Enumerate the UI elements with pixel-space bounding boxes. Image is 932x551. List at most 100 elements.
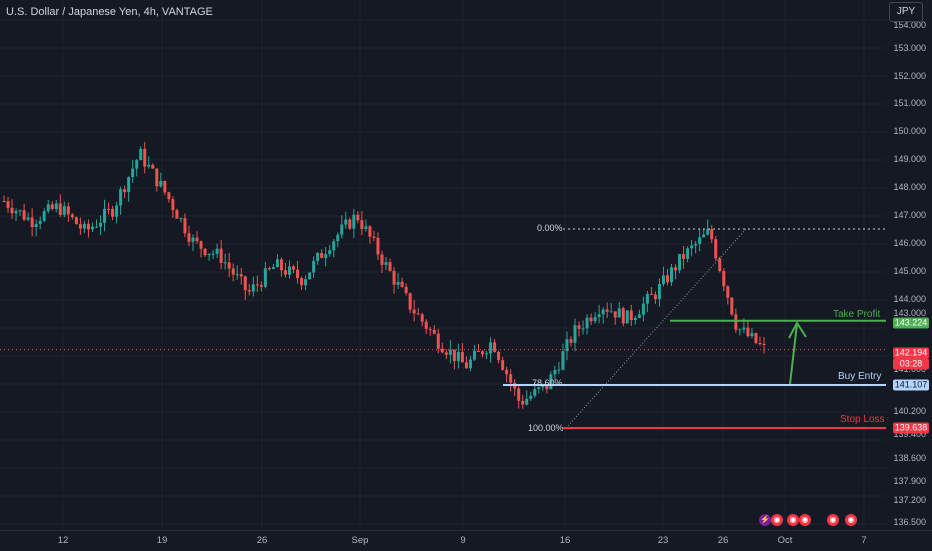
- currency-button[interactable]: JPY: [889, 2, 923, 22]
- candle-body: [2, 201, 6, 202]
- candle-body: [392, 270, 396, 285]
- candle-body: [247, 290, 251, 292]
- candle-body: [625, 310, 629, 324]
- candle-body: [460, 352, 464, 363]
- candle-body: [509, 374, 513, 383]
- candle-body: [485, 353, 489, 355]
- candle-body: [223, 262, 227, 264]
- time-tick: 23: [657, 535, 669, 546]
- candle-body: [569, 339, 573, 343]
- candle-body: [340, 224, 344, 235]
- candle-body: [533, 388, 537, 396]
- candle-body: [255, 284, 259, 286]
- us-flag-event-icon[interactable]: ◉: [771, 514, 783, 526]
- price-tick: 148.000: [893, 182, 926, 192]
- candle-body: [597, 314, 601, 318]
- candle-body: [557, 369, 561, 371]
- candle-body: [147, 164, 151, 167]
- candle-body: [183, 218, 187, 234]
- candle-body: [123, 189, 127, 193]
- candle-body: [34, 223, 38, 228]
- candle-body: [103, 208, 107, 223]
- fib-level-0: 0.00%: [537, 223, 563, 233]
- us-flag-event-icon[interactable]: ◉: [787, 514, 799, 526]
- candle-body: [593, 317, 597, 322]
- candle-body: [243, 276, 247, 291]
- candle-body: [267, 268, 271, 270]
- price-tick: 137.200: [893, 495, 926, 505]
- candle-body: [738, 329, 742, 331]
- chart-canvas[interactable]: [0, 0, 886, 530]
- candle-body: [167, 192, 171, 200]
- candle-body: [352, 214, 356, 229]
- us-flag-event-icon[interactable]: ◉: [845, 514, 857, 526]
- fib-level-786: 78.60%: [532, 378, 563, 388]
- candle-body: [107, 208, 111, 210]
- us-flag-event-icon[interactable]: ◉: [799, 514, 811, 526]
- candle-body: [380, 254, 384, 265]
- candle-body: [332, 241, 336, 251]
- candle-body: [159, 180, 163, 187]
- candle-body: [320, 253, 324, 259]
- candle-body: [686, 248, 690, 259]
- candle-body: [308, 272, 312, 280]
- candle-body: [464, 362, 468, 369]
- candle-body: [388, 262, 392, 271]
- candle-body: [239, 274, 243, 277]
- time-tick: 26: [717, 535, 729, 546]
- candle-body: [444, 352, 448, 355]
- candle-body: [468, 359, 472, 369]
- time-tick: 9: [460, 535, 466, 546]
- candle-body: [139, 148, 143, 161]
- buy-entry-price-label: 141.107: [893, 379, 929, 391]
- lightning-event-icon[interactable]: ⚡: [759, 514, 771, 526]
- candle-body: [6, 201, 10, 208]
- price-axis[interactable]: 154.000 153.000 152.000 151.000 150.000 …: [886, 0, 932, 530]
- price-tick: 138.600: [893, 453, 926, 463]
- candle-body: [714, 239, 718, 259]
- candle-body: [601, 309, 605, 315]
- candle-body: [18, 210, 22, 212]
- candle-body: [66, 206, 70, 215]
- candle-body: [191, 237, 195, 242]
- time-axis[interactable]: 12 19 26 Sep 9 16 23 26 Oct 7: [0, 530, 932, 551]
- candle-body: [537, 387, 541, 389]
- candle-body: [372, 236, 376, 238]
- candle-body: [633, 317, 637, 321]
- price-chart[interactable]: [0, 0, 886, 530]
- stop-loss-label: Stop Loss: [840, 414, 885, 425]
- candle-body: [432, 329, 436, 334]
- bar-countdown: 03:28: [893, 358, 929, 370]
- candle-body: [565, 339, 569, 352]
- candle-body: [476, 350, 480, 352]
- candle-body: [360, 220, 364, 230]
- candle-body: [605, 309, 609, 312]
- candle-body: [424, 321, 428, 330]
- candle-body: [746, 327, 750, 337]
- candle-body: [328, 250, 332, 255]
- candle-body: [581, 328, 585, 330]
- candle-body: [94, 226, 98, 228]
- us-flag-event-icon[interactable]: ◉: [827, 514, 839, 526]
- candle-body: [78, 224, 82, 229]
- time-tick: Sep: [351, 535, 369, 546]
- candle-body: [312, 260, 316, 273]
- take-profit-price-label: 143.224: [893, 317, 929, 329]
- candle-body: [219, 248, 223, 263]
- candle-body: [448, 349, 452, 355]
- candle-body: [195, 237, 199, 242]
- candle-body: [637, 314, 641, 318]
- candle-body: [50, 204, 54, 209]
- candle-body: [155, 168, 159, 187]
- candle-body: [400, 281, 404, 287]
- candle-body: [296, 269, 300, 279]
- candle-body: [163, 180, 167, 193]
- price-tick: 147.000: [893, 210, 926, 220]
- candle-body: [54, 203, 58, 209]
- candle-body: [38, 220, 42, 224]
- candle-body: [762, 343, 766, 345]
- candle-body: [131, 168, 135, 178]
- candle-body: [10, 207, 14, 214]
- candle-body: [734, 314, 738, 330]
- candle-body: [300, 278, 304, 286]
